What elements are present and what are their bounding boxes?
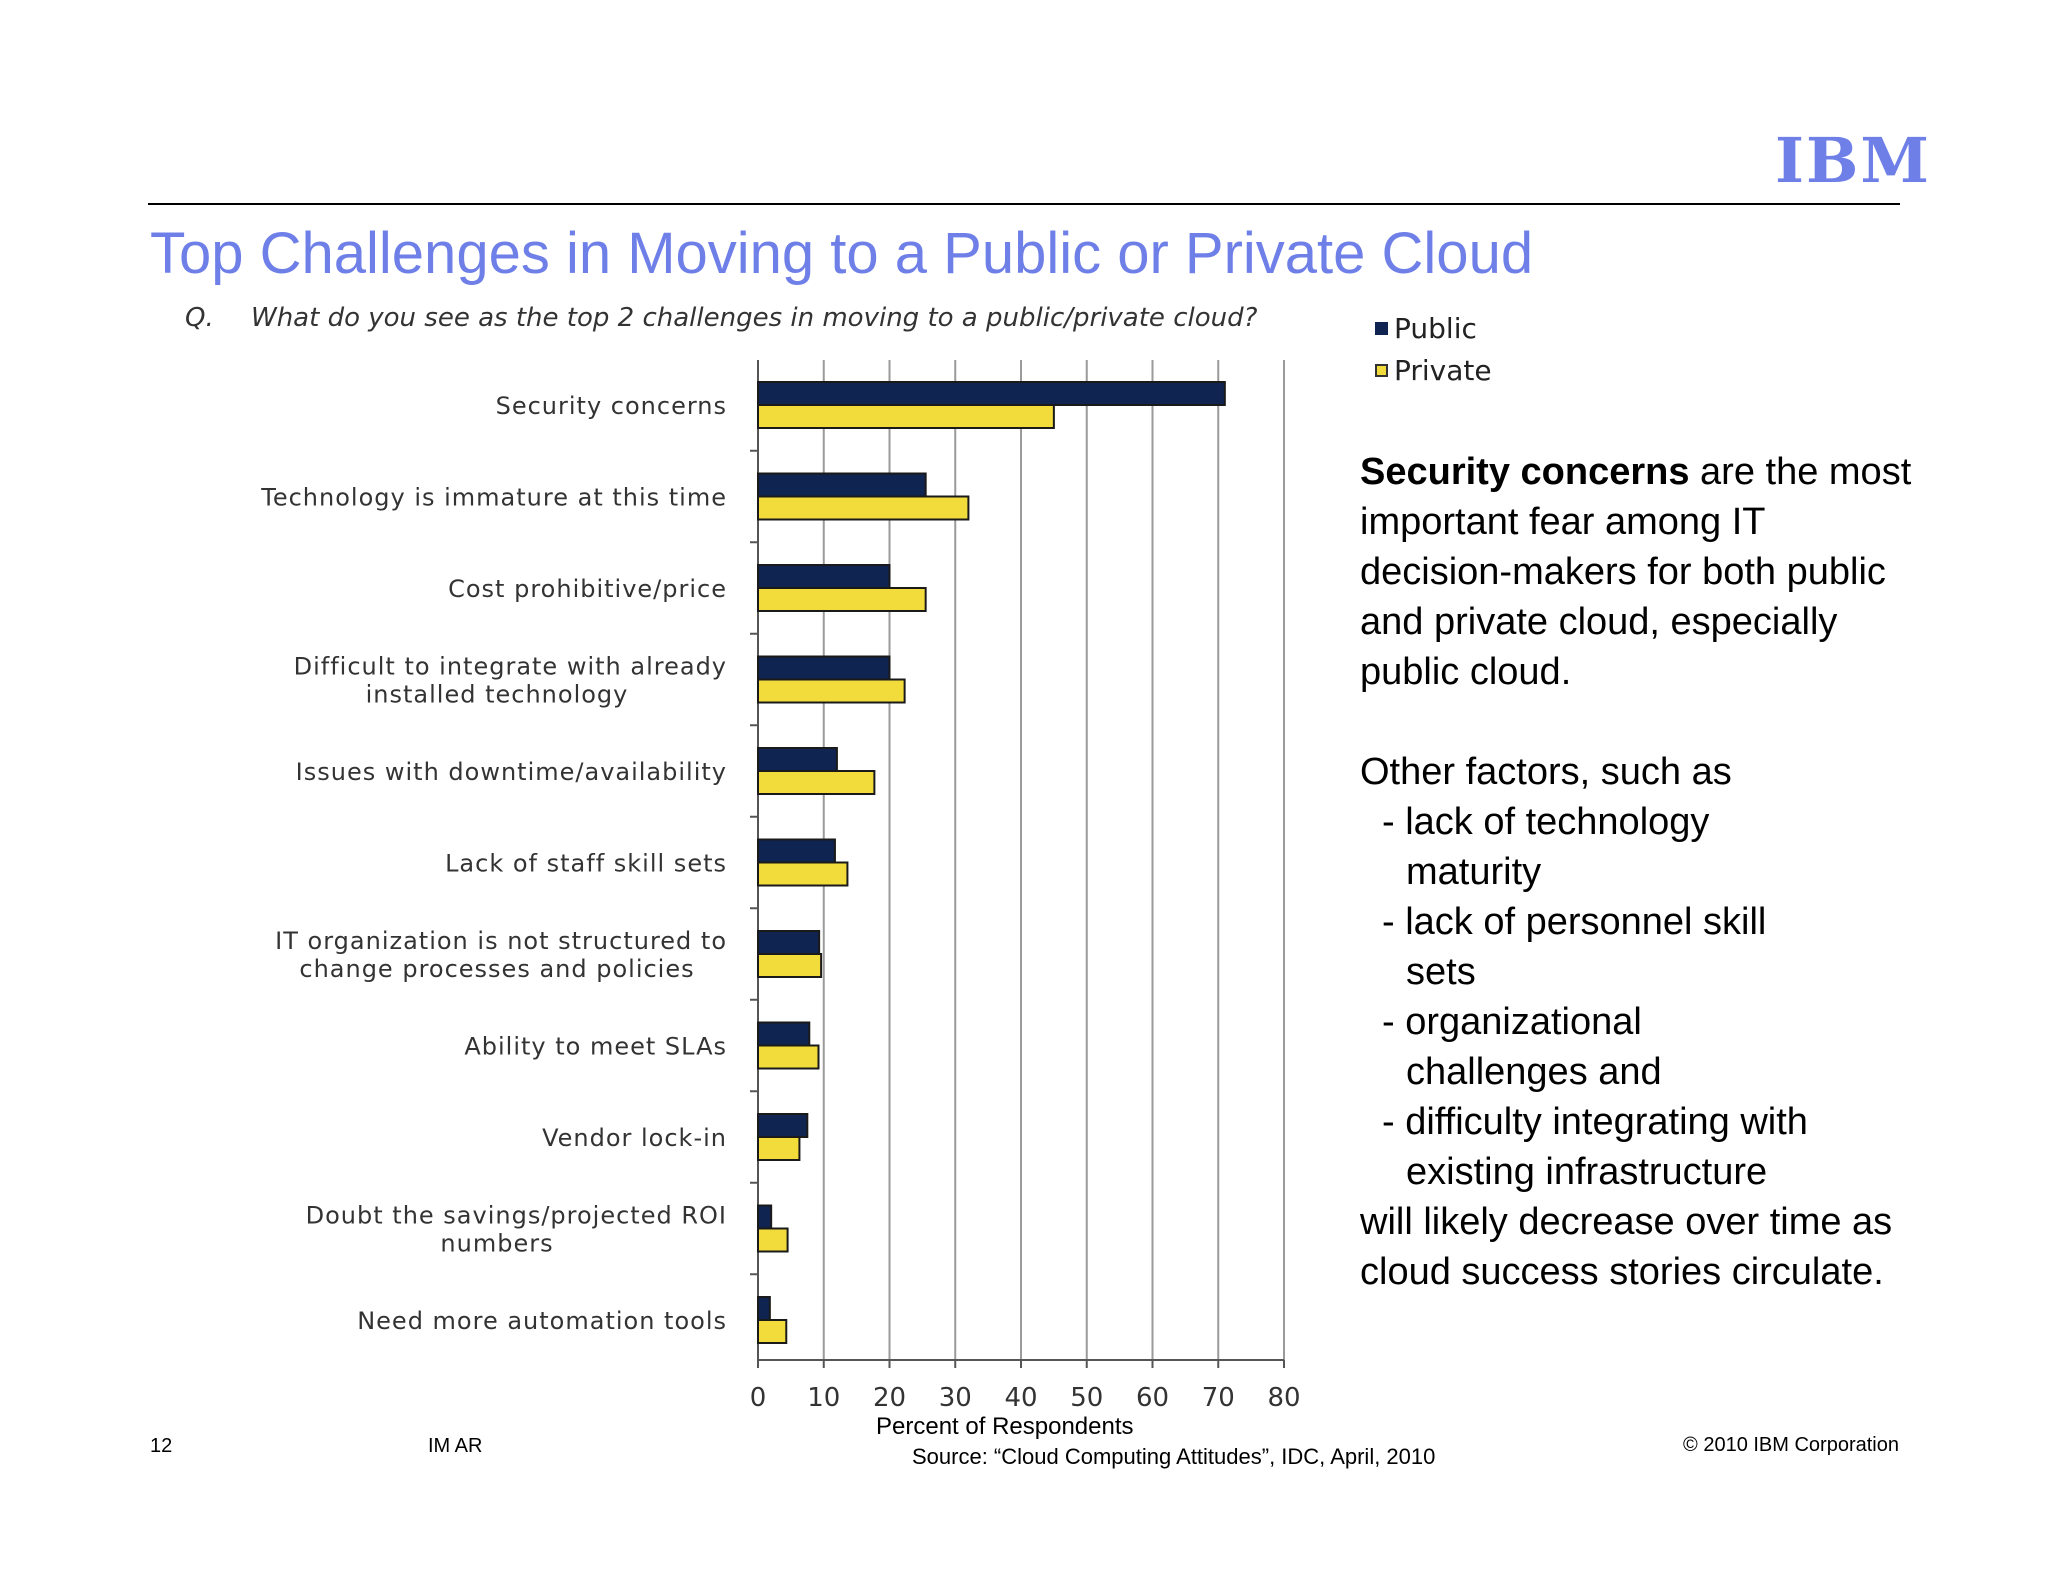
legend-swatch-public [1375,321,1388,335]
factor-line: sets [1406,951,1476,993]
legend-swatch-private [1375,363,1388,377]
bar-private [757,1319,788,1344]
legend-item-public: Public [1375,307,1492,349]
category-label: Doubt the savings/projected ROI [306,1202,727,1230]
question-prefix: Q. [185,303,214,333]
category-label: Cost prohibitive/price [448,575,727,603]
category-label: Security concerns [496,392,727,420]
x-axis-label: Percent of Respondents [876,1413,1134,1440]
bar-private [757,953,823,978]
legend-label-public: Public [1394,311,1477,345]
bar-public [757,472,927,498]
page-number: 12 [150,1435,173,1457]
commentary-text: Security concerns are the most important… [1360,447,1920,1297]
factor-line: - difficulty integrating with [1382,1101,1808,1143]
bar-private [757,1136,801,1161]
x-tick-label: 0 [750,1383,767,1413]
factor-item: - organizational challenges and [1360,997,1920,1097]
factor-item: - lack of technology maturity [1360,797,1920,897]
category-label: change processes and policies [299,955,694,983]
bar-public [757,747,838,772]
bar-public [757,564,891,589]
bar-public [757,1021,811,1047]
ibm-logo: IBM [1775,124,1932,197]
x-tick-label: 70 [1202,1383,1235,1413]
bar-private [757,1044,820,1070]
x-tick-label: 10 [807,1383,840,1413]
bar-private [757,770,876,795]
category-label: Ability to meet SLAs [464,1033,727,1061]
bar-private [757,495,970,521]
bar-private [757,404,1055,429]
x-tick-label: 30 [939,1383,972,1413]
factor-line: - lack of personnel skill [1382,901,1767,943]
bar-public [757,1204,773,1230]
commentary-lead: Security concerns are the most important… [1360,447,1920,697]
bar-private [757,1227,789,1253]
category-label: Issues with downtime/availability [296,758,727,786]
category-label: Technology is immature at this time [260,484,727,512]
footer-label: IM AR [428,1435,483,1457]
factor-item: - difficulty integrating with existing i… [1360,1097,1920,1197]
chart-legend: Public Private [1375,307,1492,391]
legend-item-private: Private [1375,349,1492,391]
commentary-other-intro: Other factors, such as [1360,751,1732,793]
category-label: Lack of staff skill sets [445,850,727,878]
copyright: © 2010 IBM Corporation [1683,1434,1899,1456]
category-label: numbers [440,1230,553,1258]
bar-public [757,381,1226,406]
commentary-closing: will likely decrease over time as cloud … [1360,1201,1893,1293]
category-label: Need more automation tools [357,1307,727,1335]
question-text: What do you see as the top 2 challenges … [251,303,1258,333]
x-tick-label: 40 [1004,1383,1037,1413]
x-tick-label: 20 [873,1383,906,1413]
legend-label-private: Private [1394,353,1492,387]
x-tick-label: 80 [1267,1383,1300,1413]
x-tick-label: 50 [1070,1383,1103,1413]
factor-line: - lack of technology [1382,801,1710,843]
category-label: Difficult to integrate with already [294,653,727,681]
bar-public [757,838,836,864]
source-citation: Source: “Cloud Computing Attitudes”, IDC… [912,1444,1436,1469]
bar-private [757,587,927,612]
bar-public [757,1296,771,1321]
header-rule [148,203,1900,205]
factor-line: challenges and [1406,1051,1662,1093]
bar-public [757,1113,809,1138]
bar-public [757,930,821,955]
category-label: Vendor lock-in [542,1124,727,1152]
commentary-lead-rest: are the most important fear among IT dec… [1360,451,1912,693]
bar-private [757,678,906,704]
factor-item: - lack of personnel skill sets [1360,897,1920,997]
page-title: Top Challenges in Moving to a Public or … [150,221,1534,286]
factor-line: existing infrastructure [1406,1151,1768,1193]
category-label: IT organization is not structured to [275,927,727,955]
category-label: installed technology [366,681,629,709]
factor-line: - organizational [1382,1001,1642,1043]
factor-line: maturity [1406,851,1542,893]
x-tick-label: 60 [1136,1383,1169,1413]
bar-private [757,861,849,887]
bar-public [757,655,891,681]
commentary-lead-bold: Security concerns [1360,451,1690,493]
